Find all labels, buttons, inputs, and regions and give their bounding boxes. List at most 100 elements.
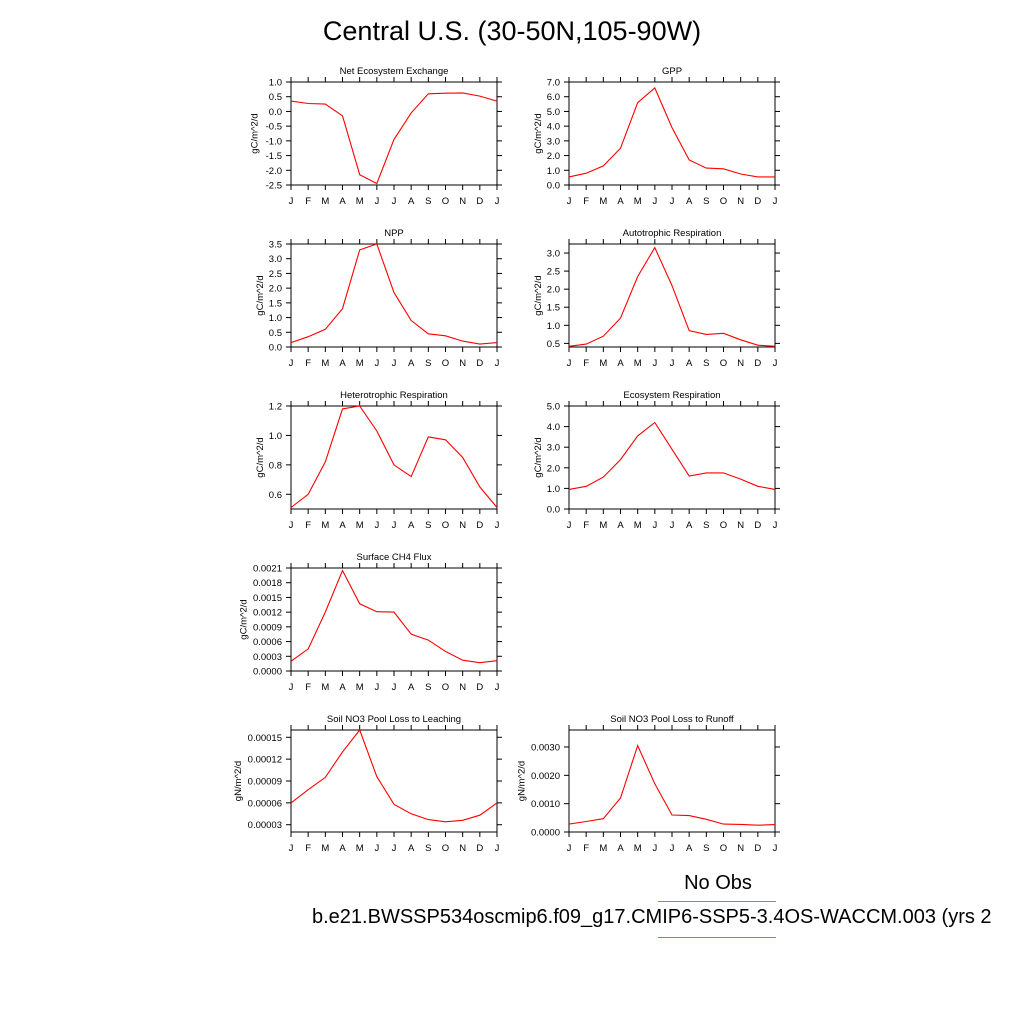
x-tick-label: J	[374, 682, 379, 693]
y-tick-label: 0.5	[547, 339, 560, 350]
y-tick-label: 7.0	[547, 78, 560, 89]
y-tick-label: 1.5	[547, 303, 560, 314]
x-tick-label: O	[720, 520, 727, 531]
x-tick-label: A	[617, 358, 624, 369]
series-line	[290, 405, 498, 508]
legend-label: No Obs	[684, 872, 752, 894]
x-tick-label: S	[703, 520, 709, 531]
x-tick-label: J	[773, 843, 778, 854]
series-line	[568, 246, 776, 347]
x-tick-label: O	[442, 358, 449, 369]
y-axis-label: gC/m^2/d	[249, 113, 260, 153]
y-tick-label: 1.0	[547, 166, 560, 177]
series-line	[290, 569, 498, 664]
y-tick-label: 3.0	[269, 254, 282, 265]
chart-panel: Soil NO3 Pool Loss to Leaching gN/m^2/d 0.…	[233, 714, 502, 854]
x-tick-label: M	[356, 358, 364, 369]
y-tick-label: 0.0003	[253, 652, 282, 663]
x-tick-label: S	[703, 358, 709, 369]
y-tick-label: 0.5	[269, 92, 282, 103]
y-tick-label: -1.0	[266, 136, 282, 147]
x-tick-label: F	[583, 843, 589, 854]
x-tick-label: A	[408, 843, 415, 854]
y-tick-label: 0.0021	[253, 564, 282, 575]
x-tick-label: A	[617, 196, 624, 207]
x-tick-label: S	[425, 843, 431, 854]
x-tick-label: J	[652, 520, 657, 531]
y-tick-label: -2.5	[266, 181, 282, 192]
x-tick-label: M	[321, 682, 329, 693]
x-tick-label: S	[703, 843, 709, 854]
legend-line-model	[658, 937, 776, 938]
chart-title: Net Ecosystem Exchange	[340, 66, 449, 77]
x-tick-label: D	[476, 520, 483, 531]
legend-line-obs	[658, 901, 776, 902]
x-tick-label: F	[305, 682, 311, 693]
y-axis-label: gC/m^2/d	[239, 599, 250, 639]
chart-title: Heterotrophic Respiration	[340, 390, 448, 401]
plot-frame	[568, 729, 776, 833]
series-line	[290, 243, 498, 345]
x-tick-label: J	[289, 520, 294, 531]
y-tick-label: 0.0000	[531, 828, 560, 839]
x-tick-label: J	[392, 520, 397, 531]
x-tick-label: M	[321, 843, 329, 854]
plot-frame	[568, 243, 776, 348]
y-tick-label: 0.0	[269, 343, 282, 354]
x-tick-label: A	[339, 358, 346, 369]
x-tick-label: F	[305, 358, 311, 369]
x-tick-label: J	[567, 520, 572, 531]
x-tick-label: J	[567, 196, 572, 207]
y-tick-label: 0.6	[269, 490, 282, 501]
plot-frame	[290, 729, 498, 833]
x-tick-label: A	[408, 520, 415, 531]
x-tick-label: J	[289, 358, 294, 369]
plot-frame	[568, 81, 776, 186]
x-tick-label: O	[442, 196, 449, 207]
y-tick-label: 6.0	[547, 92, 560, 103]
x-tick-label: M	[599, 196, 607, 207]
x-tick-label: A	[617, 520, 624, 531]
chart-panel: Autotrophic Respiration gC/m^2/d 3.0 2.5 2.0…	[533, 228, 780, 369]
x-tick-label: M	[634, 196, 642, 207]
y-tick-label: 4.0	[547, 122, 560, 133]
x-tick-label: A	[686, 196, 693, 207]
x-tick-label: N	[737, 196, 744, 207]
y-tick-label: 2.5	[547, 267, 560, 278]
x-tick-label: A	[617, 843, 624, 854]
x-tick-label: A	[339, 843, 346, 854]
y-tick-label: 0.00012	[248, 755, 282, 766]
chart-panel: Soil NO3 Pool Loss to RunoffgN/m^2/d0.00…	[517, 714, 780, 854]
x-tick-label: S	[425, 682, 431, 693]
x-tick-label: J	[392, 682, 397, 693]
y-tick-label: -1.5	[266, 151, 282, 162]
chart-panel: Surface CH4 Flux gC/m^2/d 0.0021 0.0018 0.00…	[239, 552, 502, 693]
y-tick-label: 0.0030	[531, 743, 560, 754]
x-tick-label: J	[495, 358, 500, 369]
x-tick-label: J	[392, 843, 397, 854]
x-tick-label: F	[305, 843, 311, 854]
x-tick-label: N	[459, 196, 466, 207]
chart-panel: Net Ecosystem Exchange gC/m^2/d 1.0 0.5 0.0 -…	[249, 66, 502, 207]
x-tick-label: J	[670, 358, 675, 369]
x-tick-label: M	[634, 520, 642, 531]
x-tick-label: O	[720, 843, 727, 854]
x-tick-label: J	[670, 520, 675, 531]
x-tick-label: J	[670, 196, 675, 207]
x-tick-label: J	[289, 843, 294, 854]
chart-panel: Ecosystem Respiration gC/m^2/d 5.0 4.0 3.0 2.…	[533, 390, 780, 531]
x-tick-label: D	[754, 358, 761, 369]
series-line	[290, 92, 498, 185]
x-tick-label: O	[720, 358, 727, 369]
y-tick-label: 0.8	[269, 460, 282, 471]
y-tick-label: 1.0	[269, 313, 282, 324]
y-axis-label: gC/m^2/d	[255, 275, 266, 315]
x-tick-label: D	[754, 196, 761, 207]
x-tick-label: J	[392, 196, 397, 207]
x-tick-label: D	[476, 843, 483, 854]
x-tick-label: M	[356, 843, 364, 854]
y-tick-label: 1.2	[269, 402, 282, 413]
x-tick-label: M	[321, 520, 329, 531]
